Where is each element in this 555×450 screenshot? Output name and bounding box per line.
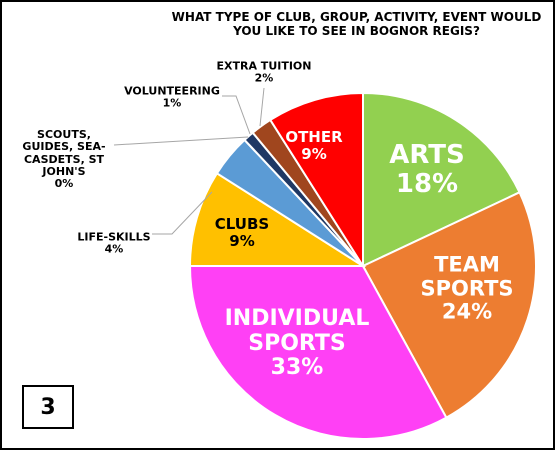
category-label: EXTRA TUITION — [216, 59, 312, 73]
category-label: ARTS — [389, 139, 465, 170]
value-label: 9% — [301, 145, 327, 163]
slice-label: VOLUNTEERING 1% — [117, 84, 227, 111]
annotation: 3 — [22, 385, 74, 429]
value-label: 24% — [441, 299, 493, 324]
value-label: 4% — [104, 243, 124, 256]
chart-title: WHAT TYPE OF CLUB, GROUP, ACTIVITY, EVEN… — [171, 10, 542, 39]
leader-line — [259, 87, 265, 127]
slice-label: LIFE-SKILLS 4% — [69, 230, 159, 257]
leader-line — [152, 191, 213, 235]
category-label: SCOUTS, GUIDES, SEA-CASDETS, ST JOHN'S — [22, 128, 106, 179]
slice-label: INDIVIDUAL SPORTS 33% — [197, 306, 397, 381]
leader-line — [113, 136, 249, 146]
pie-slice — [361, 191, 537, 419]
slice-label: TEAM SPORTS 24% — [402, 252, 532, 325]
slice-label: CLUBS 9% — [202, 216, 282, 250]
pie-slice — [188, 265, 448, 440]
value-label: 2% — [254, 72, 274, 85]
category-label: CLUBS — [214, 215, 270, 234]
slice-label: OTHER 9% — [274, 129, 354, 163]
value-label: 33% — [270, 355, 324, 381]
pie-slice — [188, 171, 367, 267]
slice-label: EXTRA TUITION 2% — [209, 59, 319, 86]
category-label: LIFE-SKILLS — [77, 230, 151, 244]
category-label: VOLUNTEERING — [124, 84, 220, 98]
value-label: 18% — [395, 169, 459, 199]
leader-line — [222, 95, 251, 135]
value-label: 9% — [229, 232, 255, 250]
value-label: 1% — [162, 97, 182, 110]
category-label: TEAM SPORTS — [420, 252, 514, 301]
category-label: OTHER — [285, 128, 343, 147]
value-label: 0% — [54, 177, 74, 191]
slice-label: SCOUTS, GUIDES, SEA-CASDETS, ST JOHN'S 0% — [18, 129, 110, 191]
slice-label: ARTS 18% — [367, 139, 487, 199]
category-label: INDIVIDUAL SPORTS — [224, 306, 370, 356]
pie-slice — [268, 91, 364, 270]
pie-slice — [362, 91, 521, 268]
